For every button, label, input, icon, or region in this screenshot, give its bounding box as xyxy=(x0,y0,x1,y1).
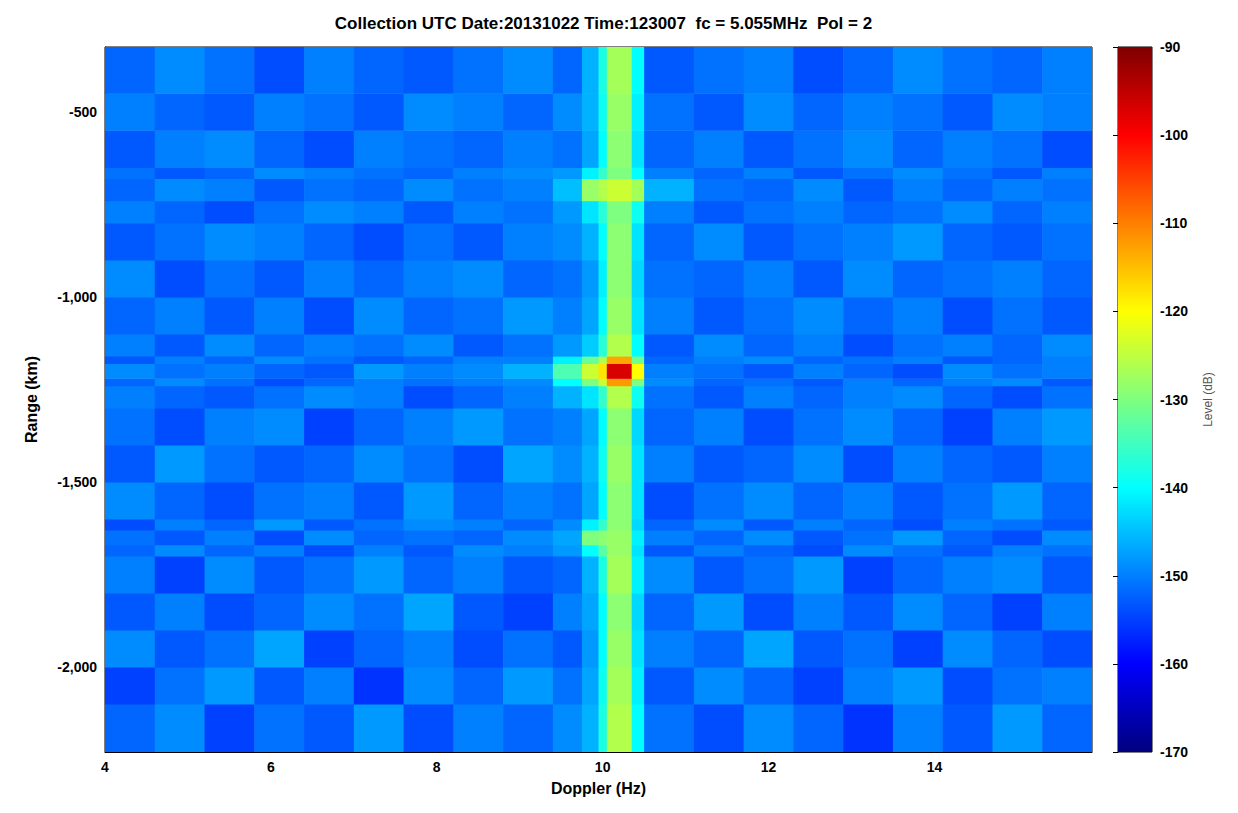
svg-text:-500: -500 xyxy=(69,104,97,120)
svg-text:-100: -100 xyxy=(1160,127,1188,143)
svg-text:-130: -130 xyxy=(1160,392,1188,408)
svg-text:-110: -110 xyxy=(1160,215,1187,231)
svg-text:4: 4 xyxy=(101,759,109,775)
svg-text:-120: -120 xyxy=(1160,303,1188,319)
svg-text:6: 6 xyxy=(267,759,275,775)
svg-text:-160: -160 xyxy=(1160,656,1188,672)
svg-text:Collection UTC Date:20131022 T: Collection UTC Date:20131022 Time:123007… xyxy=(335,14,872,33)
svg-text:Doppler (Hz): Doppler (Hz) xyxy=(551,780,646,797)
svg-text:-90: -90 xyxy=(1160,39,1180,55)
svg-text:Range (km): Range (km) xyxy=(23,356,40,443)
svg-text:-140: -140 xyxy=(1160,480,1188,496)
svg-text:-1,500: -1,500 xyxy=(57,474,97,490)
svg-text:-170: -170 xyxy=(1160,744,1188,760)
svg-text:-150: -150 xyxy=(1160,568,1188,584)
svg-text:-1,000: -1,000 xyxy=(57,289,97,305)
svg-text:8: 8 xyxy=(433,759,441,775)
svg-text:-2,000: -2,000 xyxy=(57,659,97,675)
svg-text:12: 12 xyxy=(761,759,777,775)
svg-text:14: 14 xyxy=(927,759,943,775)
svg-text:10: 10 xyxy=(595,759,611,775)
svg-text:Level (dB): Level (dB) xyxy=(1201,372,1215,427)
